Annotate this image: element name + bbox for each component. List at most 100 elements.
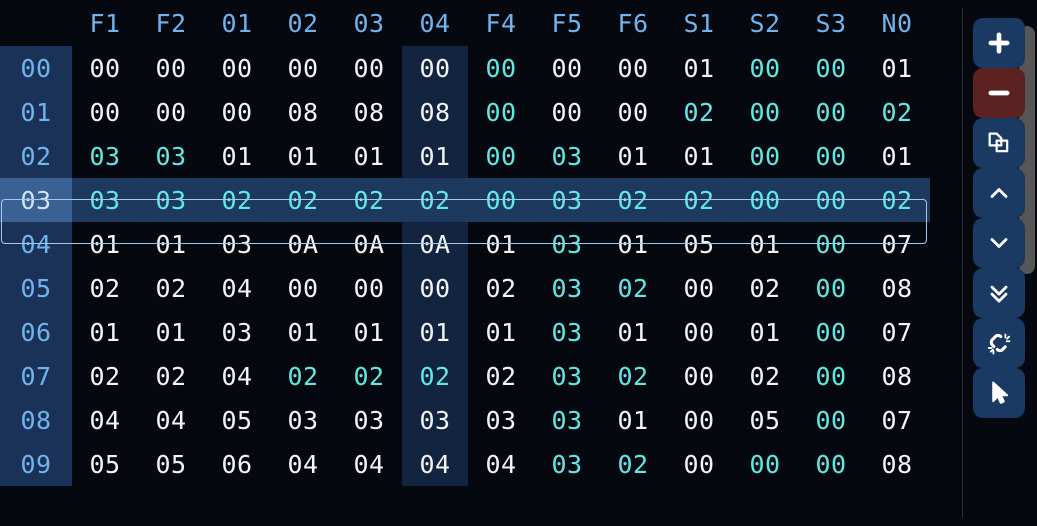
hex-cell[interactable]: 00 (815, 141, 847, 171)
hex-cell[interactable]: 03 (551, 141, 583, 171)
hex-cell[interactable]: 07 (881, 229, 913, 259)
column-header-s1[interactable]: S1 (666, 0, 732, 46)
hex-cell[interactable]: 00 (468, 178, 534, 222)
hex-cell[interactable]: 03 (287, 405, 319, 435)
hex-cell[interactable]: 00 (89, 53, 121, 83)
column-header-s3[interactable]: S3 (798, 0, 864, 46)
hex-cell[interactable]: 00 (551, 97, 583, 127)
hex-cell[interactable]: 03 (551, 317, 583, 347)
hex-cell[interactable]: 00 (749, 449, 781, 479)
hex-cell[interactable]: 02 (336, 178, 402, 222)
row-header-09[interactable]: 09 (0, 442, 72, 486)
hex-cell[interactable]: 00 (485, 97, 517, 127)
column-header-02[interactable]: 02 (270, 0, 336, 46)
hex-cell[interactable]: 01 (881, 141, 913, 171)
column-header-03[interactable]: 03 (336, 0, 402, 46)
hex-cell[interactable]: 00 (485, 53, 517, 83)
hex-cell[interactable]: 03 (155, 141, 187, 171)
move-up-button[interactable] (973, 168, 1025, 218)
move-down-button[interactable] (973, 218, 1025, 268)
table-row[interactable]: 09 05 05 06 04 04 04 04 03 02 00 00 00 08 (0, 442, 930, 486)
hex-cell[interactable]: 01 (683, 141, 715, 171)
hex-cell[interactable]: 03 (551, 449, 583, 479)
hex-cell[interactable]: 00 (353, 53, 385, 83)
hex-cell[interactable]: 03 (72, 178, 138, 222)
hex-cell[interactable]: 02 (89, 273, 121, 303)
hex-cell[interactable]: 01 (749, 229, 781, 259)
remove-row-button[interactable] (973, 68, 1025, 118)
hex-grid-panel[interactable]: F1 F2 01 02 03 04 F4 F5 F6 S1 S2 S3 N0 00 00 00 00 00 00 0… (0, 0, 960, 526)
hex-cell[interactable]: 05 (749, 405, 781, 435)
hex-cell[interactable]: 00 (815, 405, 847, 435)
hex-cell[interactable]: 08 (881, 449, 913, 479)
hex-cell[interactable]: 00 (155, 53, 187, 83)
hex-cell[interactable]: 00 (287, 273, 319, 303)
hex-cell[interactable]: 00 (749, 141, 781, 171)
hex-cell[interactable]: 02 (204, 178, 270, 222)
hex-cell[interactable]: 01 (155, 317, 187, 347)
table-row[interactable]: 05 02 02 04 00 00 00 02 03 02 00 02 00 08 (0, 266, 930, 310)
hex-cell[interactable]: 03 (138, 178, 204, 222)
hex-cell[interactable]: 03 (551, 229, 583, 259)
hex-cell[interactable]: 03 (402, 398, 468, 442)
column-header-s2[interactable]: S2 (732, 0, 798, 46)
hex-cell[interactable]: 02 (683, 97, 715, 127)
hex-cell[interactable]: 01 (749, 317, 781, 347)
hex-cell[interactable]: 03 (353, 405, 385, 435)
hex-cell[interactable]: 01 (617, 141, 649, 171)
hex-cell[interactable]: 02 (617, 449, 649, 479)
hex-cell[interactable]: 01 (683, 53, 715, 83)
hex-cell[interactable]: 06 (221, 449, 253, 479)
hex-cell[interactable]: 00 (221, 97, 253, 127)
table-row[interactable]: 02 03 03 01 01 01 01 00 03 01 01 00 00 01 (0, 134, 930, 178)
hex-cell[interactable]: 02 (749, 273, 781, 303)
hex-cell[interactable]: 00 (353, 273, 385, 303)
hex-cell[interactable]: 02 (864, 178, 930, 222)
add-row-button[interactable] (973, 18, 1025, 68)
column-header-f2[interactable]: F2 (138, 0, 204, 46)
column-header-f6[interactable]: F6 (600, 0, 666, 46)
hex-cell[interactable]: 00 (683, 273, 715, 303)
column-header-f1[interactable]: F1 (72, 0, 138, 46)
hex-cell[interactable]: 02 (287, 361, 319, 391)
select-tool-button[interactable] (973, 368, 1025, 418)
hex-cell[interactable]: 00 (749, 97, 781, 127)
table-body[interactable]: 00 00 00 00 00 00 00 00 00 00 01 00 00 01 01 00 00 00 08 08… (0, 46, 930, 486)
hex-cell[interactable]: 02 (881, 97, 913, 127)
hex-cell[interactable]: 01 (287, 141, 319, 171)
hex-cell[interactable]: 00 (798, 178, 864, 222)
hex-cell[interactable]: 07 (881, 405, 913, 435)
row-header-04[interactable]: 04 (0, 222, 72, 266)
table-row[interactable]: 03 03 03 02 02 02 02 00 03 02 02 00 00 02 (0, 178, 930, 222)
hex-cell[interactable]: 08 (287, 97, 319, 127)
row-header-06[interactable]: 06 (0, 310, 72, 354)
hex-cell[interactable]: 00 (287, 53, 319, 83)
table-row[interactable]: 04 01 01 03 0A 0A 0A 01 03 01 05 01 00 07 (0, 222, 930, 266)
table-row[interactable]: 08 04 04 05 03 03 03 03 03 01 00 05 00 07 (0, 398, 930, 442)
hex-cell[interactable]: 03 (551, 273, 583, 303)
hex-cell[interactable]: 00 (617, 53, 649, 83)
hex-cell[interactable]: 01 (89, 317, 121, 347)
hex-cell[interactable]: 00 (815, 97, 847, 127)
hex-cell[interactable]: 00 (749, 53, 781, 83)
hex-cell[interactable]: 07 (881, 317, 913, 347)
hex-cell[interactable]: 03 (534, 178, 600, 222)
hex-cell[interactable]: 00 (683, 405, 715, 435)
hex-cell[interactable]: 03 (551, 405, 583, 435)
hex-cell[interactable]: 01 (402, 310, 468, 354)
hex-cell[interactable]: 02 (89, 361, 121, 391)
hex-cell[interactable]: 00 (551, 53, 583, 83)
hex-cell[interactable]: 01 (89, 229, 121, 259)
hex-cell[interactable]: 00 (683, 449, 715, 479)
hex-cell[interactable]: 00 (617, 97, 649, 127)
hex-cell[interactable]: 02 (402, 354, 468, 398)
row-header-08[interactable]: 08 (0, 398, 72, 442)
hex-cell[interactable]: 00 (815, 449, 847, 479)
hex-cell[interactable]: 02 (270, 178, 336, 222)
hex-cell[interactable]: 02 (485, 273, 517, 303)
move-to-bottom-button[interactable] (973, 268, 1025, 318)
hex-cell[interactable]: 04 (155, 405, 187, 435)
hex-cell[interactable]: 01 (353, 141, 385, 171)
hex-cell[interactable]: 05 (155, 449, 187, 479)
hex-cell[interactable]: 01 (155, 229, 187, 259)
